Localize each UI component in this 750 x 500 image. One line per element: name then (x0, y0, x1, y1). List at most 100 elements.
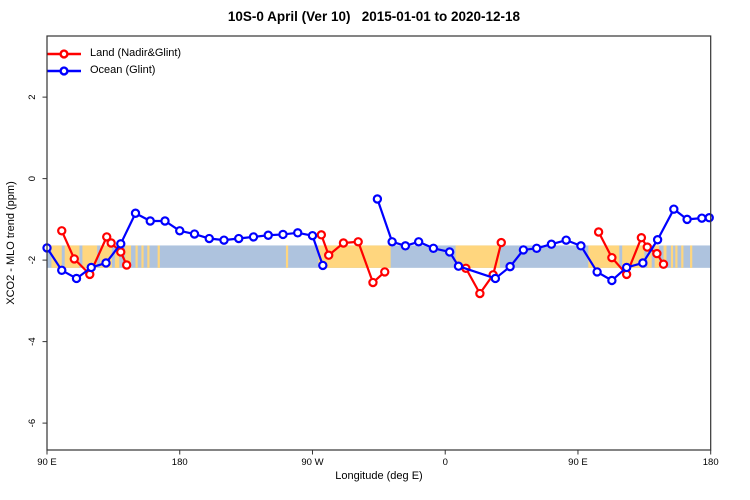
ocean-series-point (307, 230, 318, 241)
land-patch (675, 245, 678, 268)
land-patch (114, 245, 120, 268)
land-patch (135, 245, 138, 268)
land-series-point (121, 260, 132, 270)
chart-title: 10S-0 April (Ver 10) 2015-01-01 to 2020-… (227, 9, 521, 24)
ocean-series-point (263, 230, 273, 240)
legend-item-land: Land (Nadir&Glint) (45, 45, 181, 62)
land-series-point (353, 237, 363, 247)
y-tick-label: 0 (27, 176, 38, 181)
land-series-point (593, 227, 604, 237)
land-series-point (106, 238, 116, 248)
land-series-point (475, 288, 485, 299)
land-patch (690, 245, 693, 268)
y-tick-label: 2 (27, 94, 38, 99)
x-tick-label: 180 (703, 457, 719, 468)
land-patch (157, 245, 160, 268)
ocean-series-point (490, 273, 501, 284)
y-axis-title: XCO2 - MLO trend (ppm) (5, 181, 17, 305)
ocean-series-point (428, 243, 439, 253)
legend-item-ocean: Ocean (Glint) (45, 62, 181, 79)
ocean-series-point (175, 226, 185, 236)
land-patch (51, 245, 62, 268)
ocean-series-point (204, 233, 214, 244)
x-tick-label: 0 (443, 457, 448, 468)
land-series-point (102, 232, 112, 242)
land-patch (125, 245, 132, 268)
ocean-series-point (638, 258, 648, 268)
ocean-series-point (518, 245, 529, 255)
ocean-series-marker-icon (47, 65, 81, 76)
land-patch (285, 245, 289, 268)
ocean-series-point (704, 213, 714, 223)
land-series-point (652, 248, 662, 259)
ocean-series-point (57, 265, 67, 276)
ocean-series-point (372, 194, 383, 204)
land-patch (663, 245, 667, 268)
ocean-series-point (546, 239, 557, 249)
y-tick-label: -2 (27, 256, 38, 264)
ocean-series-point (248, 232, 259, 242)
land-series-point (607, 252, 617, 263)
y-tick-label: -6 (27, 419, 38, 427)
ocean-series-point (652, 235, 663, 245)
ocean-series-point (86, 262, 96, 273)
ocean-series-point (576, 241, 586, 251)
x-tick-label: 180 (172, 457, 188, 468)
x-axis-title: Longitude (deg E) (335, 470, 423, 482)
ocean-series-point (219, 235, 229, 245)
land-series-point (636, 233, 647, 243)
ocean-series-point (189, 229, 200, 239)
land-patch (455, 245, 500, 268)
land-series-marker-icon (47, 48, 81, 59)
land-patch (100, 245, 112, 268)
ocean-series-point (697, 213, 707, 223)
land-series-point (368, 277, 378, 288)
legend-label-land: Land (Nadir&Glint) (90, 47, 182, 59)
land-patch (647, 245, 652, 268)
ocean-series-point (387, 237, 397, 247)
land-patch (318, 245, 391, 268)
ocean-series-point (116, 239, 126, 249)
land-series-point (642, 242, 652, 252)
ocean-series-point (621, 262, 632, 273)
land-patch (147, 245, 150, 268)
land-series-line (464, 242, 503, 295)
ocean-series-point (453, 261, 464, 271)
plot-border (46, 35, 712, 451)
ocean-series-point (413, 237, 424, 247)
ocean-series-point (71, 273, 82, 284)
ocean-series-point (400, 241, 411, 251)
ocean-series-point (505, 261, 515, 272)
land-series-point (338, 238, 349, 248)
ocean-series-point (531, 243, 542, 253)
legend: Land (Nadir&Glint) Ocean (Glint) (45, 45, 181, 79)
land-series-point (324, 250, 334, 260)
y-tick-label: -4 (27, 337, 38, 345)
ocean-series-point (278, 229, 288, 240)
ocean-series-point (561, 235, 571, 245)
ocean-series-point (101, 258, 111, 268)
ocean-series-point (160, 216, 170, 226)
land-series-point (496, 237, 506, 248)
land-series-point (380, 267, 390, 277)
land-patch (681, 245, 684, 268)
ocean-series-point (669, 204, 679, 214)
land-series-point (658, 259, 669, 269)
land-patch (82, 245, 98, 268)
land-series-point (116, 247, 126, 257)
land-patch (670, 245, 674, 268)
ocean-series-point (682, 214, 692, 225)
land-series-point (57, 226, 67, 236)
ocean-series-point (607, 275, 617, 286)
x-tick-label: 90 W (301, 457, 323, 468)
land-patch (141, 245, 144, 268)
land-series-point (69, 254, 79, 264)
x-tick-label: 90 E (37, 457, 57, 468)
x-tick-label: 90 E (568, 457, 588, 468)
ocean-series-point (318, 260, 328, 271)
land-series-point (316, 230, 327, 240)
ocean-series-point (293, 228, 303, 238)
ocean-series-point (592, 267, 602, 277)
